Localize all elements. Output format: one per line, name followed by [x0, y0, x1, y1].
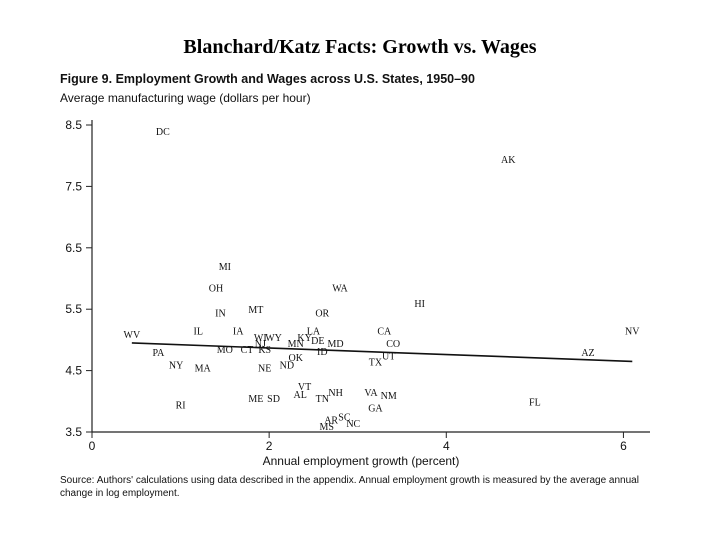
state-label-pa: PA: [152, 348, 165, 359]
x-tick-label: 0: [89, 439, 96, 453]
state-label-mn: MN: [288, 339, 304, 350]
y-axis-label: Average manufacturing wage (dollars per …: [60, 91, 311, 105]
state-label-mi: MI: [219, 262, 231, 273]
state-label-ny: NY: [169, 360, 183, 371]
state-label-dc: DC: [156, 127, 170, 138]
state-label-ut: UT: [382, 351, 395, 362]
state-label-vt: VT: [298, 382, 311, 393]
state-label-wy: WY: [265, 333, 282, 344]
state-label-ks: KS: [258, 345, 271, 356]
state-label-ct: CT: [241, 345, 254, 356]
state-label-wa: WA: [332, 284, 348, 295]
state-label-al: AL: [293, 390, 306, 401]
y-tick-label: 8.5: [65, 118, 82, 132]
state-label-ar: AR: [324, 416, 338, 427]
x-axis-label: Annual employment growth (percent): [263, 454, 460, 468]
state-label-ok: OK: [288, 353, 303, 364]
state-label-ri: RI: [176, 400, 186, 411]
state-label-ma: MA: [195, 364, 212, 375]
state-label-fl: FL: [529, 397, 541, 408]
state-label-il: IL: [194, 327, 203, 338]
y-tick-label: 3.5: [65, 425, 82, 439]
state-label-nj: NJ: [255, 339, 266, 350]
state-label-ga: GA: [368, 403, 383, 414]
state-label-or: OR: [315, 308, 329, 319]
state-label-nm: NM: [381, 391, 397, 402]
state-label-co: CO: [386, 339, 400, 350]
state-label-la: LA: [307, 327, 321, 338]
state-label-tn: TN: [316, 394, 329, 405]
state-label-nv: NV: [625, 327, 640, 338]
state-label-az: AZ: [581, 348, 594, 359]
y-tick-label: 7.5: [65, 179, 82, 193]
state-label-nh: NH: [328, 388, 342, 399]
state-label-nd: ND: [280, 360, 294, 371]
state-label-ia: IA: [233, 327, 244, 338]
state-label-wv: WV: [124, 330, 141, 341]
state-label-sd: SD: [267, 394, 280, 405]
x-tick-label: 4: [443, 439, 450, 453]
state-label-ms: MS: [319, 422, 333, 433]
state-label-va: VA: [364, 388, 378, 399]
state-label-md: MD: [328, 339, 344, 350]
state-label-ky: KY: [297, 333, 311, 344]
y-tick-label: 4.5: [65, 364, 82, 378]
state-label-mt: MT: [248, 305, 263, 316]
state-label-oh: OH: [209, 284, 223, 295]
state-label-me: ME: [248, 394, 263, 405]
state-label-de: DE: [311, 336, 324, 347]
state-label-mo: MO: [217, 345, 233, 356]
x-tick-label: 2: [266, 439, 273, 453]
source-note: Source: Authors' calculations using data…: [60, 475, 639, 499]
state-label-ne: NE: [258, 364, 271, 375]
slide-title: Blanchard/Katz Facts: Growth vs. Wages: [183, 36, 537, 58]
state-label-ca: CA: [377, 327, 392, 338]
x-tick-label: 6: [620, 439, 627, 453]
y-tick-label: 5.5: [65, 302, 82, 316]
y-tick-label: 6.5: [65, 241, 82, 255]
figure-title: Figure 9. Employment Growth and Wages ac…: [60, 72, 475, 86]
state-label-wi: WI: [254, 333, 267, 344]
state-label-nc: NC: [346, 419, 360, 430]
state-label-hi: HI: [414, 299, 425, 310]
state-label-in: IN: [215, 308, 226, 319]
state-label-id: ID: [317, 347, 328, 358]
state-label-tx: TX: [369, 357, 383, 368]
trend-line: [131, 342, 633, 363]
state-label-sc: SC: [338, 413, 351, 424]
state-label-ak: AK: [501, 155, 516, 166]
